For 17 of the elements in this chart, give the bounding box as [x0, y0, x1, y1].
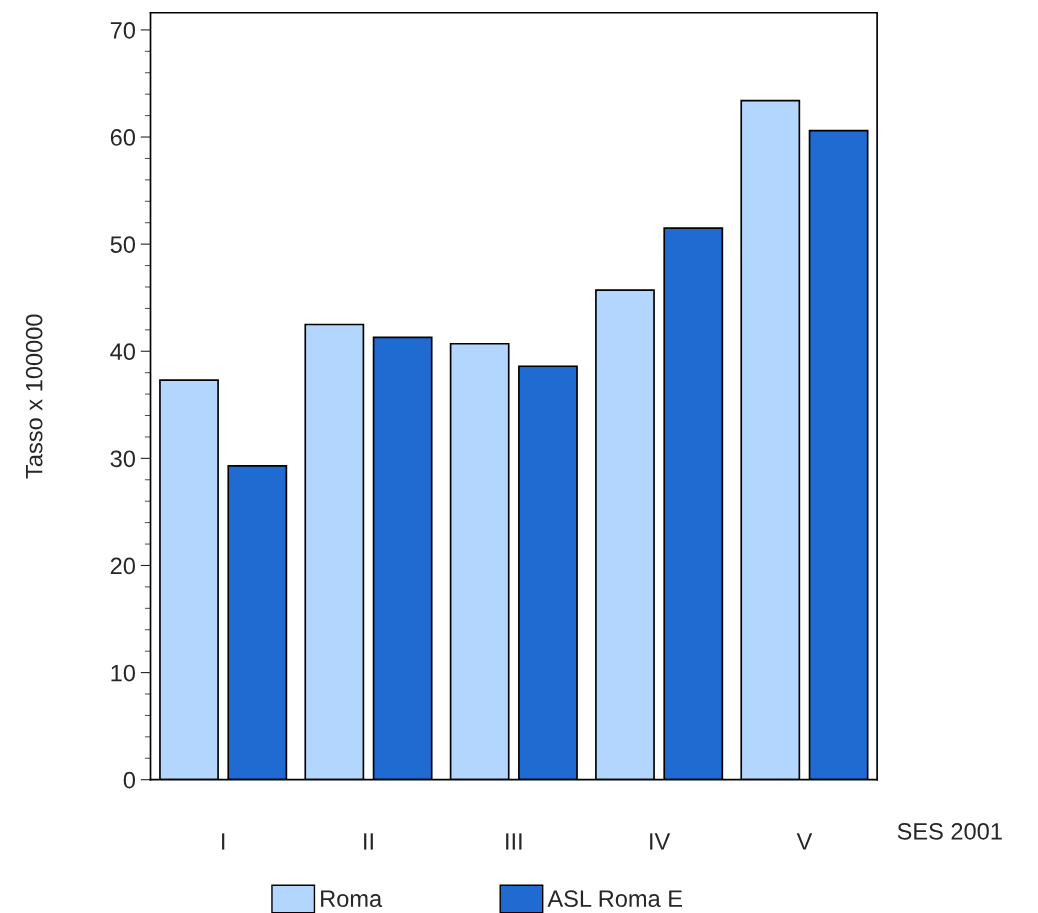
x-tick-label: I: [222, 833, 225, 850]
x-tick-label: III: [506, 833, 522, 850]
y-tick-label: 0: [123, 771, 135, 789]
legend-label: Roma: [321, 890, 383, 908]
x-axis-title: SES 2001: [897, 823, 1002, 840]
y-axis-title: Tasso x 100000: [25, 314, 43, 479]
y-tick-label: 20: [110, 557, 136, 575]
y-tick-label: 50: [110, 236, 136, 253]
y-tick-label: 30: [110, 450, 136, 468]
y-tick-label: 40: [110, 343, 136, 361]
y-tick-label: 60: [110, 129, 136, 146]
y-tick-label: 10: [111, 664, 136, 682]
x-tick-label: V: [796, 833, 813, 850]
y-tick-label: 70: [110, 21, 136, 39]
x-tick-label: IV: [650, 833, 671, 850]
legend-label: ASL Roma E: [547, 890, 682, 908]
x-tick-label: II: [364, 833, 373, 850]
